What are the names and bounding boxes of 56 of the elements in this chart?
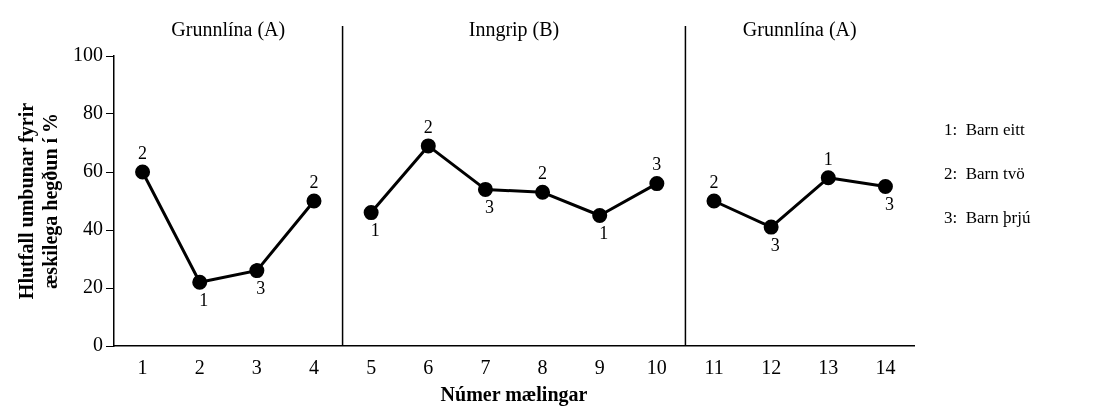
annotation: 3 xyxy=(256,278,266,299)
y-tick-label: 40 xyxy=(83,217,103,240)
point xyxy=(820,170,836,186)
x-axis-title: Númer mælingar xyxy=(440,383,588,407)
x-tick-label: 6 xyxy=(423,356,434,379)
x-tick-label: 7 xyxy=(480,356,491,379)
annotation: 2 xyxy=(138,142,148,163)
annotation: 2 xyxy=(709,171,719,192)
point xyxy=(192,274,208,290)
annotation: 1 xyxy=(599,223,609,244)
y-axis-title: Hlutfall umbunar fyrir æskilega hegðun í % xyxy=(15,102,63,300)
point xyxy=(477,181,493,197)
x-tick-label: 12 xyxy=(761,356,782,379)
y-tick-label: 80 xyxy=(83,101,103,124)
x-tick-label: 14 xyxy=(875,356,896,379)
x-tick-label: 10 xyxy=(646,356,667,379)
annotation: 3 xyxy=(652,154,662,175)
annotation: 2 xyxy=(538,163,548,184)
annotation: 1 xyxy=(199,289,209,310)
point xyxy=(763,219,779,235)
y-tick-label: 20 xyxy=(83,275,103,298)
text: Grunnlína (A) xyxy=(742,18,857,41)
y-tick-label: 100 xyxy=(73,43,103,66)
point xyxy=(306,193,322,209)
x-tick-label: 13 xyxy=(818,356,839,379)
y-tick-label: 0 xyxy=(93,333,103,356)
point xyxy=(420,138,436,154)
x-tick-label: 3 xyxy=(251,356,262,379)
text: Grunnlína (A) xyxy=(171,18,286,41)
text: 3: Barn þrjú xyxy=(944,208,1031,228)
point xyxy=(877,179,893,194)
annotation: 3 xyxy=(770,234,780,255)
text: Inngrip (B) xyxy=(468,18,560,41)
point xyxy=(135,164,151,180)
point xyxy=(592,208,608,223)
annotation: 3 xyxy=(884,194,894,215)
x-tick-label: 9 xyxy=(594,356,605,379)
x-tick-label: 8 xyxy=(537,356,548,379)
x-tick-label: 11 xyxy=(704,356,724,379)
x-tick-label: 1 xyxy=(137,356,148,379)
annotation: 3 xyxy=(484,197,494,218)
y-tick-label: 60 xyxy=(83,159,103,182)
annotation: 2 xyxy=(309,171,319,192)
annotation: 1 xyxy=(370,220,380,241)
text: 2: Barn tvö xyxy=(944,164,1025,184)
x-tick-label: 4 xyxy=(309,356,319,379)
x-tick-label: 2 xyxy=(194,356,205,379)
point xyxy=(535,184,551,200)
point xyxy=(649,176,665,192)
point xyxy=(249,263,265,279)
annotation: 1 xyxy=(823,148,833,169)
point xyxy=(363,205,379,221)
x-tick-label: 5 xyxy=(366,356,377,379)
point xyxy=(706,193,722,209)
text: 1: Barn eitt xyxy=(944,120,1026,140)
annotation: 2 xyxy=(423,116,433,137)
